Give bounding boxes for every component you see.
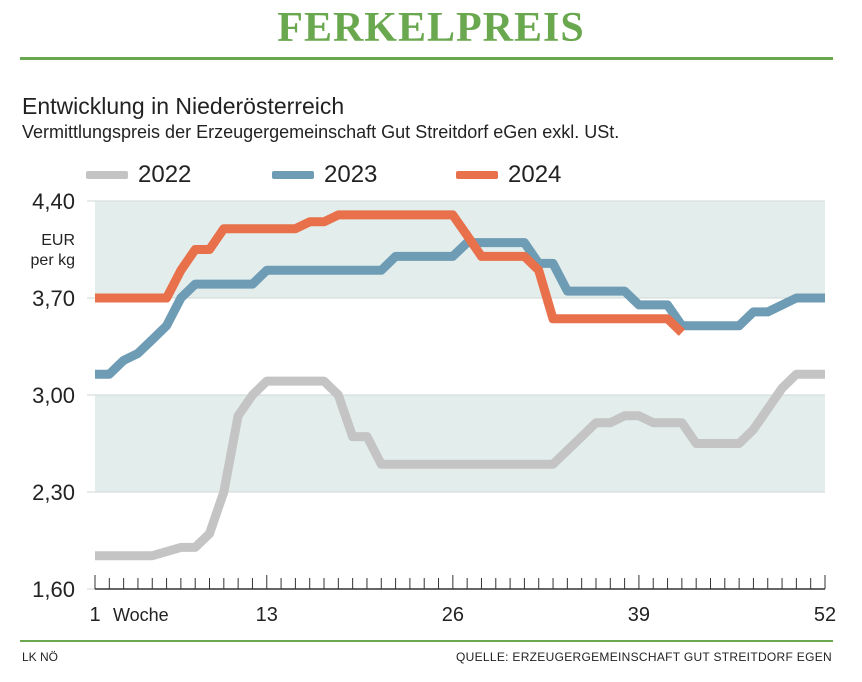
y-tick-label-2: 3,00: [32, 383, 75, 408]
title-divider: [20, 57, 833, 60]
chart-subtitle: Vermittlungspreis der Erzeugergemeinscha…: [22, 122, 620, 142]
x-tick-label-1: 13: [256, 604, 278, 626]
legend-swatch-2024: [456, 171, 498, 179]
x-tick-label-4: 52: [814, 604, 836, 626]
legend-swatch-2022: [86, 171, 128, 179]
y-axis-label-per: per kg: [31, 252, 75, 269]
series-line-2024: [95, 210, 686, 336]
y-tick-label-1: 2,30: [32, 480, 75, 505]
x-tick-label-3: 39: [628, 604, 650, 626]
footer-divider: [20, 640, 833, 642]
page-title: FERKELPREIS: [277, 5, 585, 51]
footer-source: QUELLE: ERZEUGERGEMEINSCHAFT GUT STREITD…: [455, 650, 832, 664]
legend-label-2024: 2024: [508, 161, 562, 188]
legend-label-2022: 2022: [138, 161, 192, 188]
x-axis-label: Woche: [113, 605, 169, 625]
legend-swatch-2023: [272, 171, 314, 179]
footer-credit: LK NÖ: [22, 650, 59, 664]
series-line-2023: [95, 238, 825, 379]
x-tick-label-2: 26: [442, 604, 464, 626]
chart-title: Entwicklung in Niederösterreich: [22, 93, 345, 119]
y-tick-label-3: 3,70: [32, 286, 75, 311]
series-line-2022: [95, 369, 825, 561]
y-tick-label-4: 4,40: [32, 189, 75, 214]
legend-label-2023: 2023: [324, 161, 378, 188]
y-tick-label-0: 1,60: [32, 577, 75, 602]
y-axis-label-unit: EUR: [41, 232, 75, 249]
x-tick-label-0: 1: [89, 604, 100, 626]
